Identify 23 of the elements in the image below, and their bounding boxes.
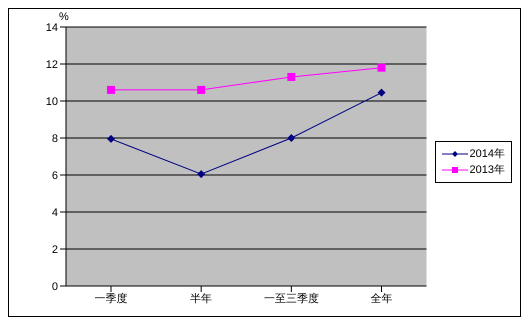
point bbox=[107, 86, 115, 94]
legend-label: 2013年 bbox=[470, 163, 505, 177]
point bbox=[107, 134, 115, 143]
point bbox=[197, 170, 206, 178]
y-axis-title: % bbox=[59, 11, 69, 23]
y-tick-label: 4 bbox=[52, 206, 58, 219]
point bbox=[378, 64, 386, 72]
y-tick-label: 2 bbox=[52, 244, 58, 256]
point bbox=[287, 72, 296, 81]
y-tick-label: 0 bbox=[52, 280, 58, 293]
point bbox=[197, 86, 206, 94]
x-tick-label: 一季度 bbox=[94, 292, 128, 305]
legend-label: 2014年 bbox=[470, 147, 505, 161]
point bbox=[378, 88, 386, 97]
x-tick-label: 半年 bbox=[190, 292, 212, 305]
x-tick-label: 一至三季度 bbox=[264, 292, 319, 305]
y-tick-label: 14 bbox=[46, 22, 58, 34]
y-tick-label: 12 bbox=[46, 58, 58, 71]
point bbox=[287, 134, 296, 142]
x-tick-label: 全年 bbox=[370, 292, 393, 305]
y-tick-label: 6 bbox=[52, 170, 58, 182]
y-tick-label: 8 bbox=[52, 132, 58, 145]
y-tick-label: 10 bbox=[46, 96, 58, 108]
